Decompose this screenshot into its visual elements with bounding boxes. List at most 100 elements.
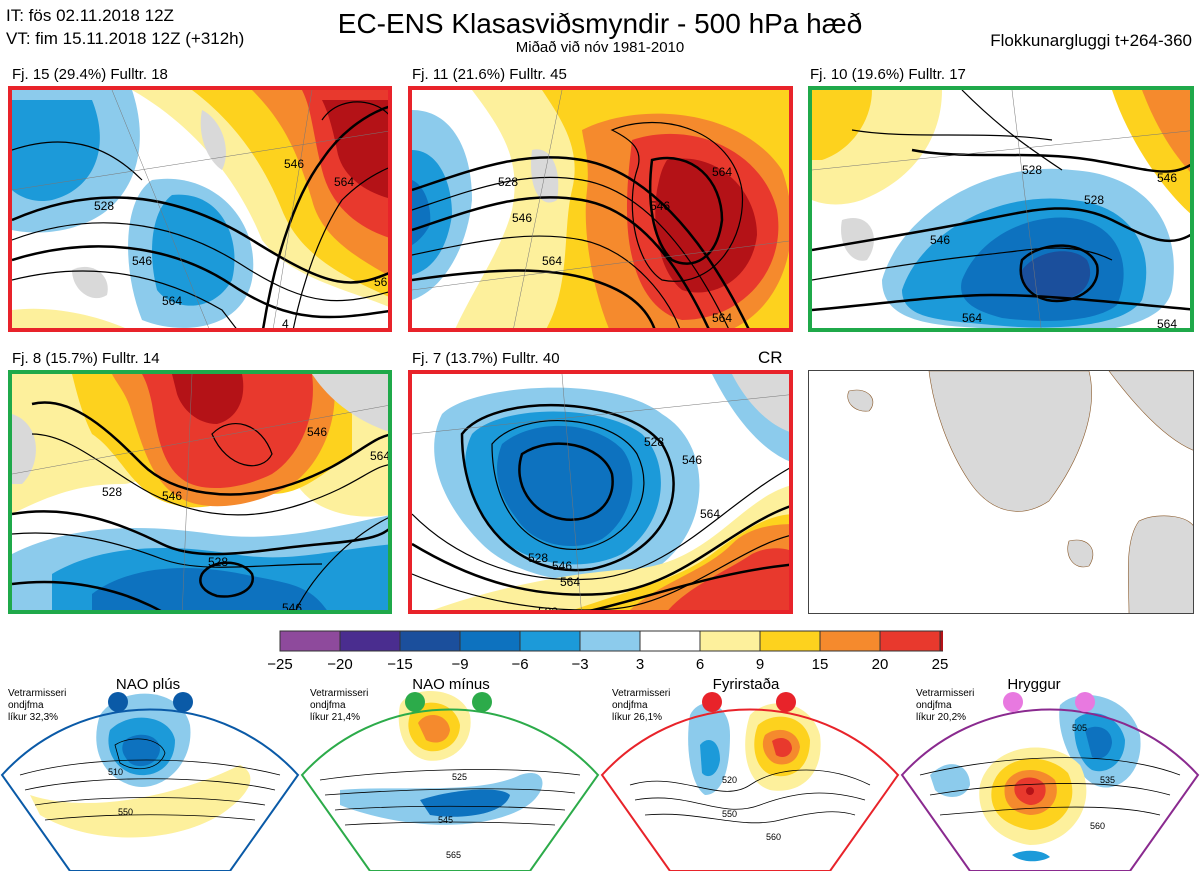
regime-note-blocking: Vetrarmisseri ondjfma líkur 26,1% [612, 688, 670, 724]
colorbar-tick-label: −20 [327, 656, 353, 673]
colorbar-tick-label: 15 [811, 656, 829, 673]
colorbar-cell [699, 630, 761, 652]
contour-label: 546 [162, 489, 182, 503]
colorbar-tick-label: 9 [755, 656, 765, 673]
anomaly-map-2: 528 546 564 546 564 564 [412, 90, 789, 328]
regime-contour-label: 545 [438, 815, 453, 825]
regime-note-line: Vetrarmisseri [310, 688, 369, 699]
colorbar-tick-label: 20 [871, 656, 889, 673]
colorbar-cell [639, 630, 701, 652]
regime-nao-minus-map: 525 545 565 [300, 691, 600, 872]
classification-window: Flokkunargluggi t+264-360 [990, 31, 1192, 50]
panel-3-label: Fj. 10 (19.6%) Fulltr. 17 [810, 66, 966, 83]
contour-label: 546 [1157, 171, 1177, 185]
regime-ridge[interactable]: 505 535 560 [900, 675, 1200, 872]
regime-contour-label: 550 [118, 807, 133, 817]
regime-dot-nao-plus-1 [108, 692, 128, 712]
regime-contour-label: 560 [1090, 821, 1105, 831]
regime-contour-label: 525 [452, 772, 467, 782]
colorbar-cell [939, 630, 943, 652]
regime-title-ridge: Hryggur [1007, 676, 1061, 693]
regime-note-line: Vetrarmisseri [916, 688, 975, 699]
regime-note-line: Vetrarmisseri [8, 688, 67, 699]
regime-nao-minus[interactable]: 525 545 565 [300, 675, 600, 872]
regime-contour-label: 510 [108, 767, 123, 777]
regime-note-nao-minus: Vetrarmisseri ondjfma líkur 21,4% [310, 688, 368, 724]
colorbar-cell [759, 630, 821, 652]
regime-title-blocking: Fyrirstaða [712, 676, 780, 693]
regime-note-line: Vetrarmisseri [612, 688, 671, 699]
contour-label: 528 [644, 435, 664, 449]
regime-dot-nao-plus-2 [173, 692, 193, 712]
anomaly-map-5: 528 546 528 546 564 564 582 [412, 374, 789, 614]
colorbar-tick-label: −9 [451, 656, 469, 673]
colorbar-cell [459, 630, 521, 652]
regime-note-ridge: Vetrarmisseri ondjfma líkur 20,2% [916, 688, 974, 724]
contour-label: 528 [1022, 163, 1042, 177]
regime-contour-label: 535 [1100, 775, 1115, 785]
contour-label: 528 [102, 485, 122, 499]
contour-label: 564 [712, 311, 732, 325]
contour-label: 546 [552, 559, 572, 573]
colorbar-tick-label: 3 [635, 656, 645, 673]
regime-note-line: líkur 26,1% [612, 712, 663, 723]
header-issue-times: IT: fös 02.11.2018 12Z VT: fim 15.11.201… [6, 4, 244, 50]
regime-contour-label: 560 [766, 832, 781, 842]
regime-dot-ridge-2 [1075, 692, 1095, 712]
cluster-map-3[interactable]: 528 528 546 564 546 564 [808, 86, 1194, 332]
cluster-map-1[interactable]: 528 546 564 546 564 56 4 [8, 86, 392, 332]
contour-label: 564 [700, 507, 720, 521]
contour-label: 528 [94, 199, 114, 213]
cluster-map-2[interactable]: 528 546 564 546 564 564 [408, 86, 793, 332]
regime-contour-label: 550 [722, 809, 737, 819]
contour-label: 528 [528, 551, 548, 565]
regime-note-line: líkur 20,2% [916, 712, 967, 723]
regime-contour-label: 520 [722, 775, 737, 785]
regime-blocking[interactable]: 520 550 560 [600, 675, 900, 872]
contour-label: 546 [512, 211, 532, 225]
regime-contour-label: 565 [446, 850, 461, 860]
regime-note-line: líkur 21,4% [310, 712, 361, 723]
page-subtitle: Miðað við nóv 1981-2010 [515, 39, 685, 56]
regime-blocking-map: 520 550 560 [600, 703, 900, 872]
contour-label: 564 [370, 449, 390, 463]
colorbar-cell [339, 630, 401, 652]
cluster-map-4[interactable]: 546 546 528 528 546 564 [8, 370, 392, 614]
regime-note-line: ondjfma [310, 700, 346, 711]
panel-4-label: Fj. 8 (15.7%) Fulltr. 14 [12, 350, 160, 367]
regime-dot-blocking-2 [776, 692, 796, 712]
cluster-map-5[interactable]: 528 546 528 546 564 564 582 [408, 370, 793, 614]
regime-dot-nao-minus-2 [472, 692, 492, 712]
anomaly-map-4: 546 546 528 528 546 564 [12, 374, 390, 610]
cr-tag: CR [758, 348, 783, 367]
contour-label: 4 [282, 317, 289, 331]
contour-label: 546 [132, 254, 152, 268]
regime-nao-plus[interactable]: 510 550 [0, 675, 300, 872]
anomaly-map-3: 528 528 546 564 546 564 [812, 90, 1190, 328]
contour-label: 528 [208, 555, 228, 569]
colorbar-tick-label: 25 [931, 656, 949, 673]
page-title: EC-ENS Klasasviðsmyndir - 500 hPa hæð [337, 8, 863, 39]
issue-time: IT: fös 02.11.2018 12Z [6, 6, 174, 25]
contour-label: 582 [538, 605, 558, 614]
regime-title-nao-plus: NAO plús [115, 676, 181, 693]
contour-label: 546 [650, 199, 670, 213]
contour-label: 546 [930, 233, 950, 247]
panel-1-label: Fj. 15 (29.4%) Fulltr. 18 [12, 66, 168, 83]
colorbar-cell [399, 630, 461, 652]
colorbar-cell [519, 630, 581, 652]
valid-time: VT: fim 15.11.2018 12Z (+312h) [6, 29, 245, 48]
land-outline-map [809, 371, 1193, 613]
colorbar-tick-label: −25 [267, 656, 293, 673]
regime-note-nao-plus: Vetrarmisseri ondjfma líkur 32,3% [8, 688, 66, 724]
panel-2-label: Fj. 11 (21.6%) Fulltr. 45 [412, 66, 567, 83]
colorbar-cell [279, 630, 341, 652]
contour-label: 528 [1084, 193, 1104, 207]
colorbar-tick-label: −6 [511, 656, 529, 673]
regime-ridge-map: 505 535 560 [900, 695, 1200, 872]
regime-nao-plus-map: 510 550 [0, 693, 300, 872]
anomaly-map-1: 528 546 564 546 564 56 4 [12, 90, 388, 331]
contour-label: 564 [560, 575, 580, 589]
contour-label: 564 [542, 254, 562, 268]
reference-map[interactable] [808, 370, 1194, 614]
